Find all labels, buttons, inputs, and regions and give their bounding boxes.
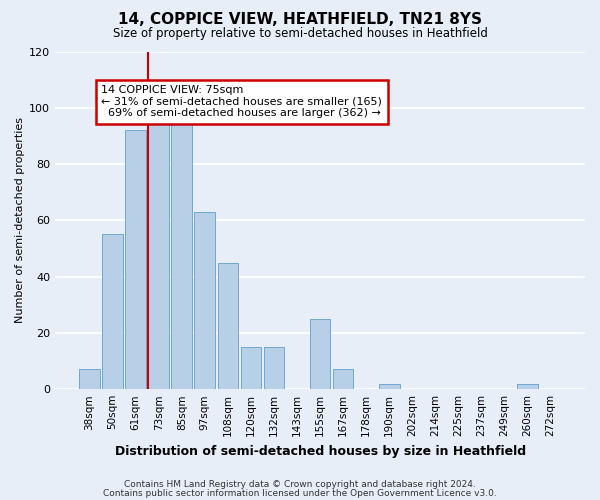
Text: Size of property relative to semi-detached houses in Heathfield: Size of property relative to semi-detach… [113,28,487,40]
Bar [102,234,123,389]
Bar [79,370,100,389]
Text: Contains public sector information licensed under the Open Government Licence v3: Contains public sector information licen… [103,488,497,498]
Text: 14, COPPICE VIEW, HEATHFIELD, TN21 8YS: 14, COPPICE VIEW, HEATHFIELD, TN21 8YS [118,12,482,28]
Bar [218,262,238,389]
Y-axis label: Number of semi-detached properties: Number of semi-detached properties [15,118,25,324]
Bar [172,114,192,389]
Bar [333,370,353,389]
Bar [379,384,400,389]
Bar [517,384,538,389]
Text: 14 COPPICE VIEW: 75sqm
← 31% of semi-detached houses are smaller (165)
  69% of : 14 COPPICE VIEW: 75sqm ← 31% of semi-det… [101,86,382,118]
Text: Contains HM Land Registry data © Crown copyright and database right 2024.: Contains HM Land Registry data © Crown c… [124,480,476,489]
Bar [148,119,169,389]
Bar [125,130,146,389]
X-axis label: Distribution of semi-detached houses by size in Heathfield: Distribution of semi-detached houses by … [115,444,526,458]
Bar [241,347,262,389]
Bar [310,319,331,389]
Bar [263,347,284,389]
Bar [194,212,215,389]
